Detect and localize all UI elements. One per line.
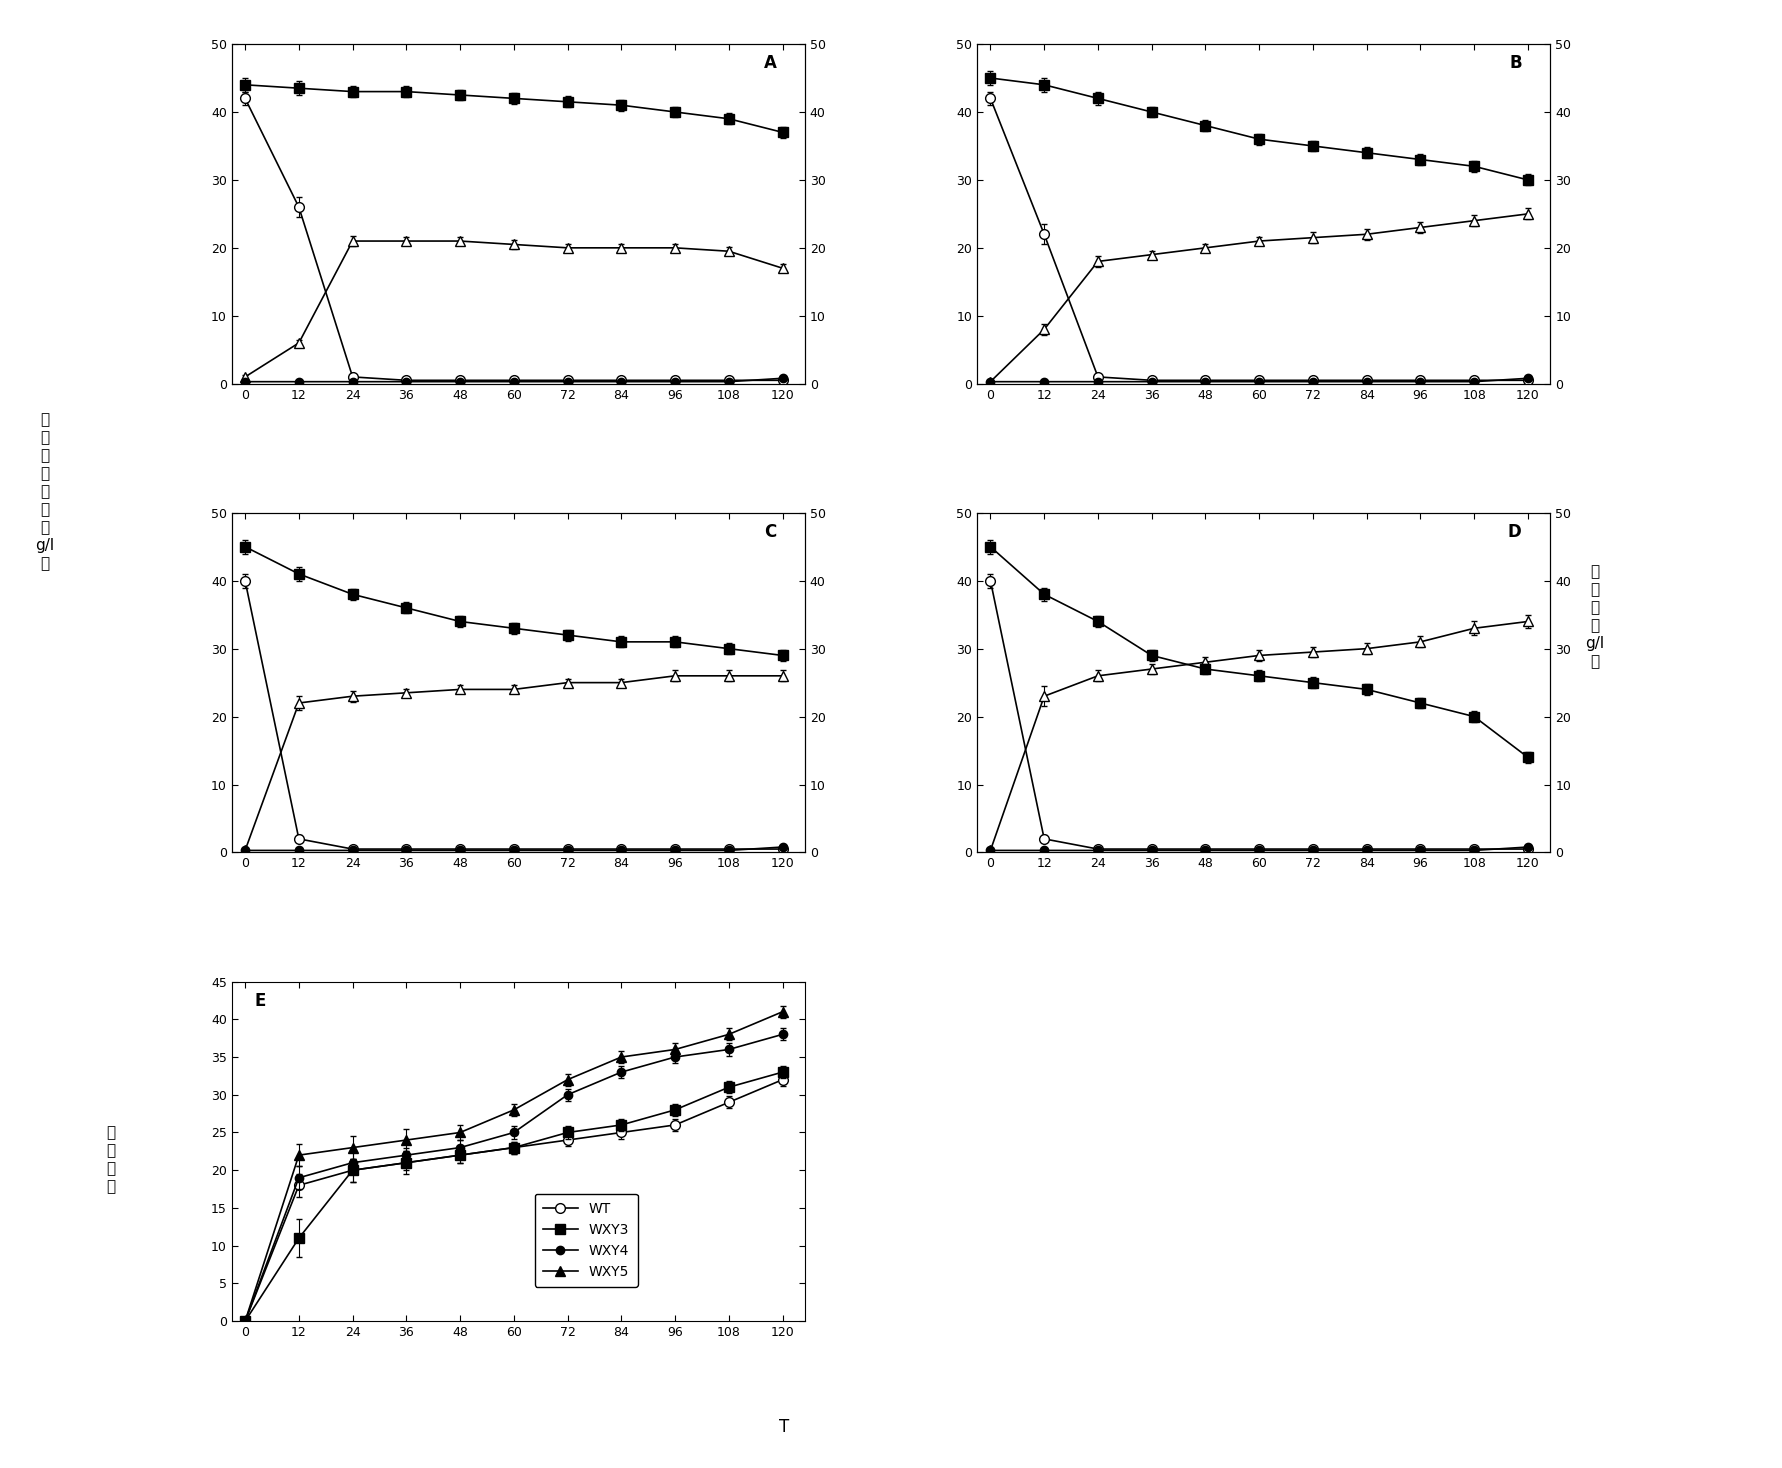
- Text: 葡
萄
糖
木
糖
醇
（
g/l
）: 葡 萄 糖 木 糖 醇 （ g/l ）: [36, 413, 53, 571]
- Text: 细
胞
数
目: 细 胞 数 目: [105, 1124, 116, 1195]
- Text: E: E: [255, 992, 266, 1010]
- Text: D: D: [1508, 523, 1522, 542]
- Text: B: B: [1509, 54, 1522, 72]
- Text: C: C: [764, 523, 777, 542]
- Legend: WT, WXY3, WXY4, WXY5: WT, WXY3, WXY4, WXY5: [535, 1193, 638, 1287]
- Text: 木
糖
醇
（
g/l
）: 木 糖 醇 （ g/l ）: [1586, 564, 1604, 669]
- Text: T: T: [779, 1418, 789, 1436]
- Text: A: A: [763, 54, 777, 72]
